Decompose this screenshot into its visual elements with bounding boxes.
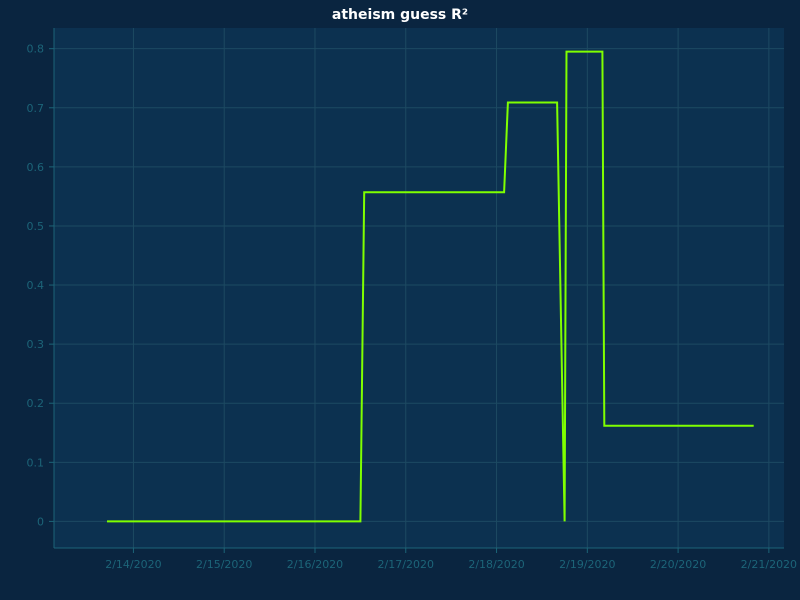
y-tick-label: 0.5 — [27, 220, 45, 233]
x-tick-label: 2/20/2020 — [650, 558, 706, 571]
x-tick-label: 2/16/2020 — [287, 558, 343, 571]
plot-area — [54, 28, 784, 548]
x-tick-label: 2/14/2020 — [105, 558, 161, 571]
series-layer — [107, 50, 754, 523]
x-tick-label: 2/18/2020 — [468, 558, 524, 571]
x-tick-label: 2/17/2020 — [378, 558, 434, 571]
series-line-0 — [107, 50, 754, 523]
y-tick-label: 0.6 — [27, 161, 45, 174]
x-tick-label: 2/21/2020 — [741, 558, 797, 571]
chart-title: atheism guess R² — [332, 7, 468, 23]
y-tick-label: 0.4 — [27, 279, 45, 292]
y-tick-label: 0 — [37, 515, 44, 528]
x-tick-label: 2/15/2020 — [196, 558, 252, 571]
axes: 0 0.1 0.2 0.3 0.4 0.5 0.6 0.7 0.8 2/14/2020 2/15/2… — [27, 28, 797, 571]
y-tick-label: 0.7 — [27, 102, 45, 115]
y-tick-label: 0.3 — [27, 338, 45, 351]
y-tick-label: 0.1 — [27, 456, 45, 469]
x-tick-label: 2/19/2020 — [559, 558, 615, 571]
y-tick-label: 0.2 — [27, 397, 45, 410]
y-tick-label: 0.8 — [27, 43, 45, 56]
grid — [54, 28, 784, 548]
